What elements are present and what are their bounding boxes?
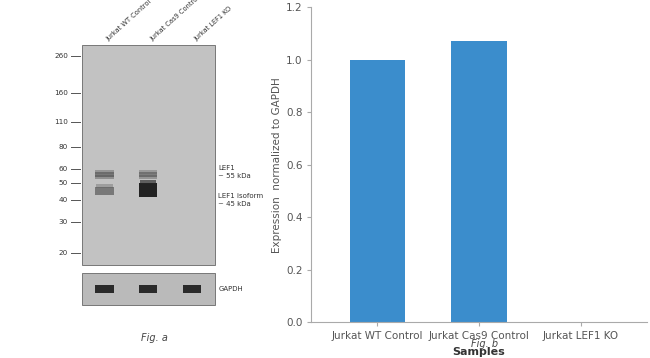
Text: 30: 30	[59, 219, 68, 225]
Text: 160: 160	[54, 90, 68, 96]
Bar	[95, 170, 114, 174]
Y-axis label: Expression  normalized to GAPDH: Expression normalized to GAPDH	[272, 77, 281, 252]
Bar	[451, 41, 507, 322]
Text: 50: 50	[59, 180, 68, 185]
Bar	[183, 285, 202, 293]
Text: 260: 260	[54, 53, 68, 59]
Bar	[138, 183, 157, 197]
Bar	[138, 170, 157, 174]
Bar	[82, 45, 215, 266]
Text: 60: 60	[59, 166, 68, 171]
Bar	[140, 180, 156, 184]
Text: Jurkat WT Control: Jurkat WT Control	[106, 0, 153, 43]
Bar	[95, 175, 114, 179]
Text: 80: 80	[59, 144, 68, 150]
Bar	[350, 60, 406, 322]
Bar	[138, 173, 157, 176]
Bar	[95, 285, 114, 293]
Text: 20: 20	[59, 250, 68, 256]
X-axis label: Samples: Samples	[452, 347, 506, 357]
Bar	[95, 173, 114, 176]
Text: Jurkat Cas9 Control: Jurkat Cas9 Control	[150, 0, 202, 43]
Text: LEF1 isoform
~ 45 kDa: LEF1 isoform ~ 45 kDa	[218, 193, 263, 207]
Bar	[138, 285, 157, 293]
Text: LEF1
~ 55 kDa: LEF1 ~ 55 kDa	[218, 165, 251, 179]
Bar	[96, 184, 112, 188]
Text: GAPDH: GAPDH	[218, 286, 243, 292]
Bar	[95, 187, 114, 195]
Text: Fig. a: Fig. a	[140, 333, 168, 343]
Text: 40: 40	[59, 197, 68, 203]
Bar	[138, 175, 157, 179]
Text: Fig. b: Fig. b	[471, 339, 498, 349]
Text: 110: 110	[54, 119, 68, 125]
Text: Jurkat LEF1 KO: Jurkat LEF1 KO	[194, 6, 233, 43]
Bar	[82, 274, 215, 305]
